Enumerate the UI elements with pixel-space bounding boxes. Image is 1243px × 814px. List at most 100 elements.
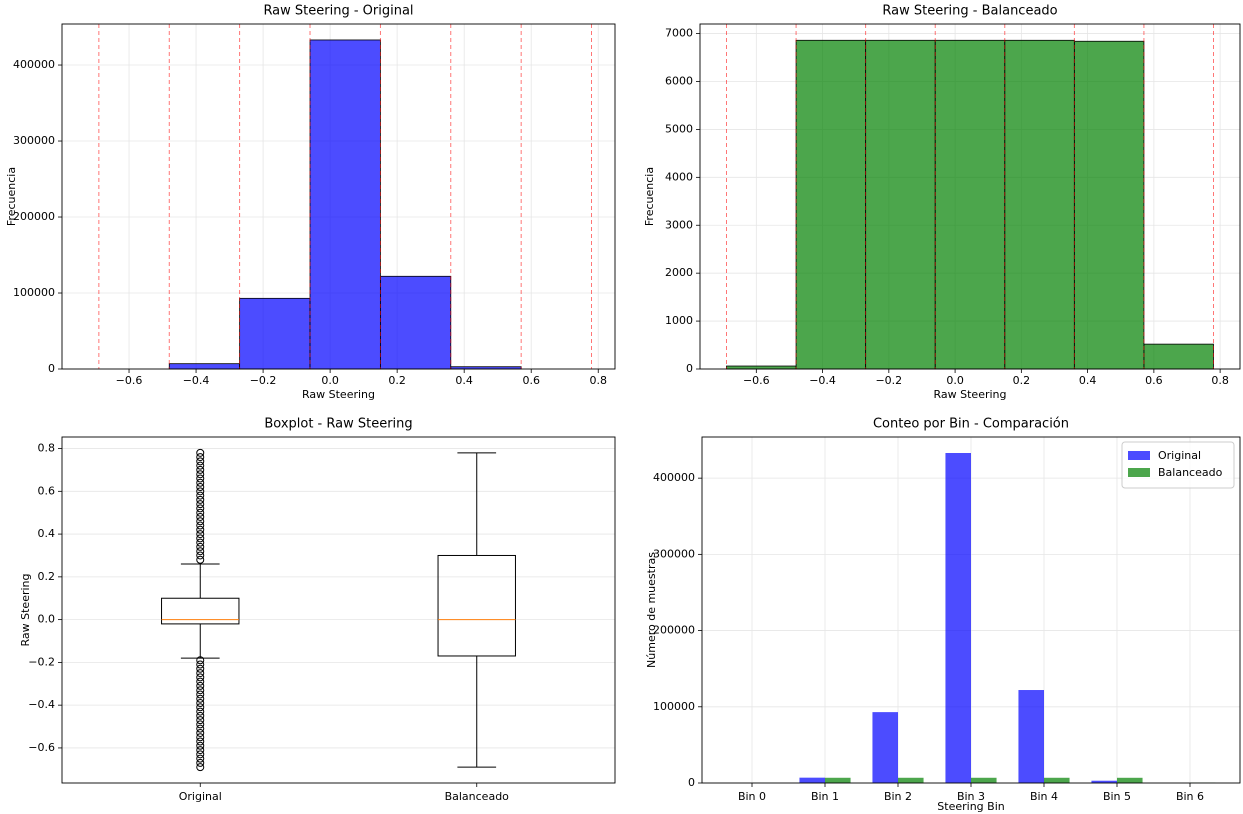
outlier (196, 690, 205, 699)
outlier (196, 512, 205, 521)
x-tick-label: Original (179, 790, 222, 803)
x-tick-label: 0.0 (946, 374, 964, 387)
bar (971, 777, 997, 783)
outlier (196, 699, 205, 708)
outlier (196, 542, 205, 551)
outlier (196, 470, 205, 479)
outlier (196, 664, 205, 673)
outlier (196, 530, 205, 539)
y-tick-label: 0.4 (38, 527, 56, 540)
y-tick-label: 300000 (653, 547, 695, 560)
legend-label: Balanceado (1158, 466, 1223, 479)
y-axis-label: Frecuencia (643, 167, 656, 226)
x-tick-label: Bin 3 (957, 790, 985, 803)
bar (1073, 40, 1145, 370)
x-tick-label: 0.2 (1013, 374, 1031, 387)
outlier (196, 681, 205, 690)
bar (1043, 777, 1070, 783)
y-tick-label: 300000 (13, 134, 55, 147)
outlier (196, 461, 205, 470)
axes-frame (701, 436, 1241, 784)
outlier (196, 500, 205, 509)
outlier (196, 495, 205, 504)
x-tick-label: 0.2 (388, 374, 406, 387)
outlier (196, 741, 205, 750)
outlier (196, 737, 205, 746)
outlier (196, 754, 205, 763)
y-tick-label: −0.6 (28, 741, 55, 754)
axes-frame (699, 23, 1241, 370)
legend-swatch (1128, 451, 1150, 460)
y-axis-label: Frecuencia (5, 167, 18, 226)
x-tick-label: Bin 5 (1103, 790, 1131, 803)
bar (239, 297, 311, 370)
y-tick-label: 3000 (665, 218, 693, 231)
x-tick-label: −0.2 (875, 374, 902, 387)
outlier (196, 478, 205, 487)
y-tick-label: 0 (686, 362, 693, 375)
bar (872, 712, 899, 783)
outlier (196, 483, 205, 492)
bar (1004, 39, 1075, 370)
outlier (196, 465, 205, 474)
outlier (196, 720, 205, 729)
outlier (196, 525, 205, 534)
outlier (196, 746, 205, 755)
bar (1143, 343, 1214, 370)
bar (1091, 780, 1117, 783)
outlier (196, 521, 205, 530)
x-tick-label: −0.2 (250, 374, 277, 387)
outlier (196, 694, 205, 703)
x-tick-label: Bin 2 (884, 790, 912, 803)
y-tick-label: 4000 (665, 170, 693, 183)
outlier (196, 517, 205, 526)
x-tick-label: −0.4 (809, 374, 836, 387)
y-tick-label: 0.2 (38, 570, 56, 583)
outlier (196, 716, 205, 725)
y-axis-label: Raw Steering (19, 574, 32, 647)
outlier (196, 724, 205, 733)
outlier (196, 508, 205, 517)
box (437, 554, 516, 657)
outlier (196, 504, 205, 513)
x-axis-label: Raw Steering (934, 388, 1007, 401)
x-tick-label: 0.8 (1211, 374, 1229, 387)
outlier (196, 669, 205, 678)
y-tick-label: 0 (48, 362, 55, 375)
outlier (196, 750, 205, 759)
y-tick-label: 0 (688, 776, 695, 789)
y-tick-label: 5000 (665, 122, 693, 135)
chart-title: Conteo por Bin - Comparación (873, 417, 1069, 432)
outlier (196, 656, 205, 665)
x-tick-label: 0.6 (522, 374, 540, 387)
legend-swatch (1128, 468, 1150, 477)
outlier (196, 707, 205, 716)
legend-label: Original (1158, 449, 1201, 462)
y-tick-label: 400000 (653, 471, 695, 484)
outlier (196, 487, 205, 496)
axes-frame (61, 436, 616, 784)
axes-frame (61, 23, 616, 370)
bar (934, 39, 1006, 370)
outlier (196, 551, 205, 560)
bar (799, 777, 826, 783)
outlier (196, 728, 205, 737)
outlier (196, 491, 205, 500)
x-axis-label: Steering Bin (937, 800, 1004, 813)
outlier (196, 686, 205, 695)
bar (795, 39, 867, 370)
y-tick-label: 100000 (13, 286, 55, 299)
bar (825, 777, 851, 783)
y-tick-label: 0.0 (38, 613, 56, 626)
box (161, 597, 240, 625)
bar (945, 453, 971, 783)
y-tick-label: 400000 (13, 58, 55, 71)
outlier (196, 538, 205, 547)
y-tick-label: 6000 (665, 75, 693, 88)
bar (309, 39, 381, 370)
chart-title: Raw Steering - Original (263, 4, 413, 19)
y-axis-label: Número de muestras (645, 552, 658, 668)
y-tick-label: −0.4 (28, 698, 55, 711)
outlier (196, 758, 205, 767)
